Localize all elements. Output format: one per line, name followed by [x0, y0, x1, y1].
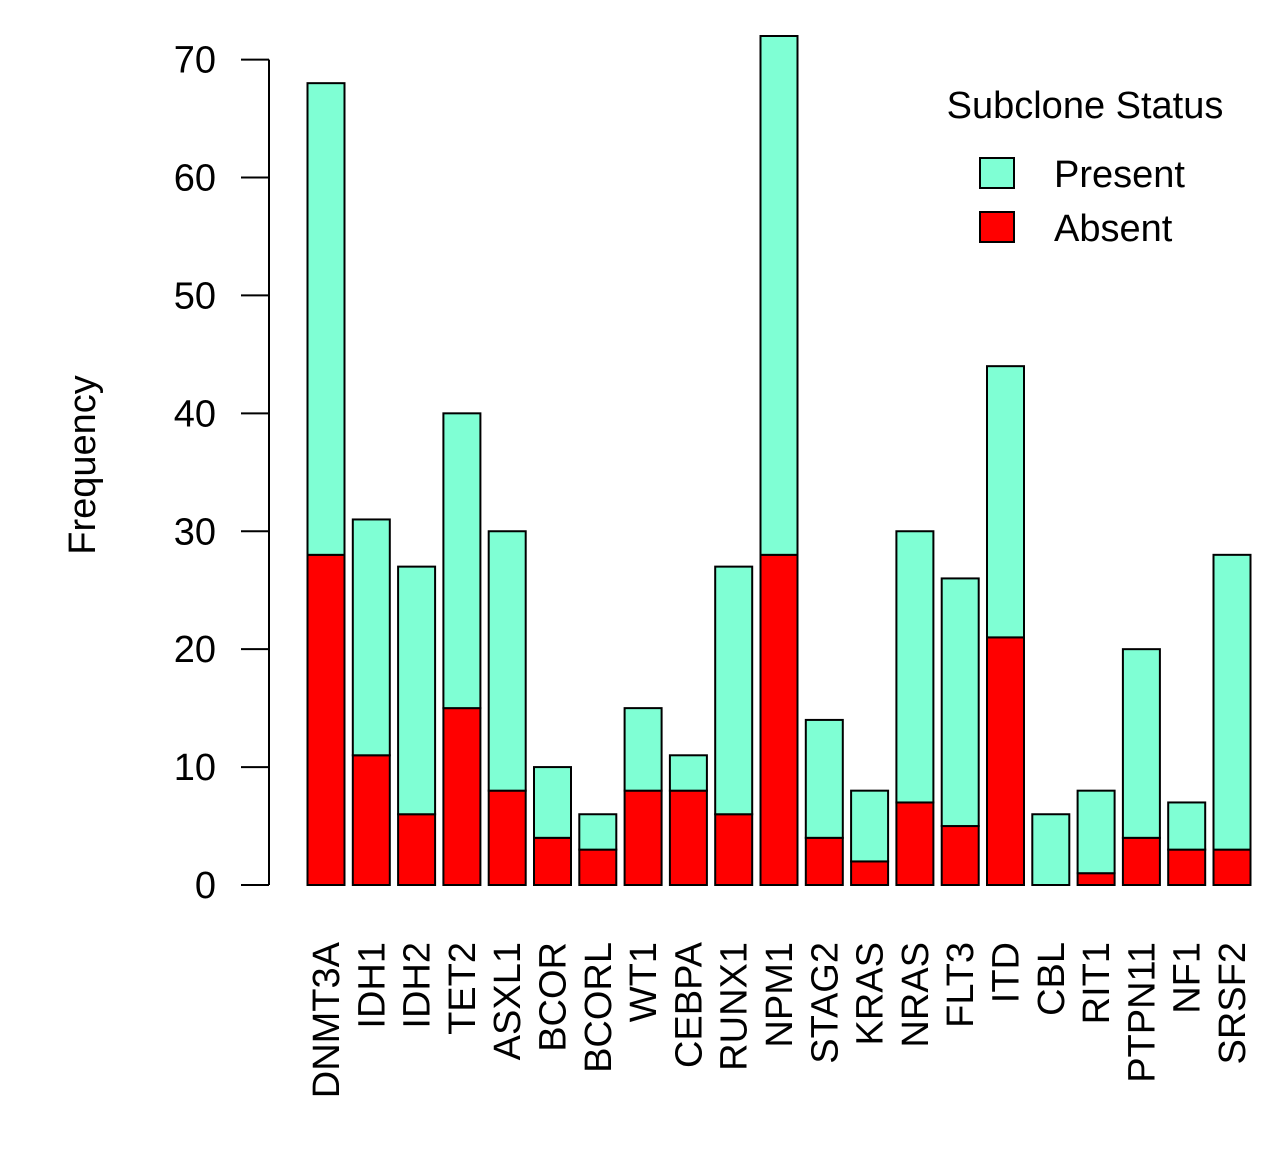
y-tick-label: 10 [174, 747, 216, 789]
y-tick-label: 20 [174, 629, 216, 671]
bar-srsf2-absent [1212, 848, 1252, 886]
bar-itd-absent [986, 636, 1025, 886]
bar-rit1-present [1076, 789, 1116, 875]
bar-dnmt3a-present [306, 82, 346, 556]
legend-title: Subclone Status [947, 85, 1224, 127]
bar-tet2-absent [442, 707, 482, 886]
bar-idh2-absent [397, 813, 437, 886]
x-tick-label: KRAS [850, 942, 892, 1045]
y-axis: 0 10 20 30 40 50 60 70 [174, 40, 270, 907]
bar-nf1-absent [1167, 848, 1207, 886]
x-tick-label: ASXL1 [487, 942, 529, 1060]
bar-idh2-present [397, 565, 437, 816]
bar-asxl1-present [487, 530, 527, 792]
bars [306, 35, 1252, 887]
bar-bcor-present [533, 766, 572, 839]
bar-srsf2-present [1212, 553, 1252, 851]
bar-npm1-present [759, 35, 799, 556]
x-tick-label: SRSF2 [1212, 942, 1254, 1064]
x-tick-label: RUNX1 [714, 942, 756, 1071]
y-axis-label: Frequency [62, 375, 104, 555]
bar-bcor-absent [533, 836, 572, 886]
y-tick-label: 30 [174, 511, 216, 553]
bar-ptpn11-present [1121, 648, 1161, 839]
bar-flt3-present [940, 577, 980, 828]
bar-kras-absent [850, 860, 890, 887]
bar-rit1-absent [1076, 872, 1116, 886]
x-tick-label: FLT3 [940, 942, 982, 1028]
y-tick-label: 0 [195, 865, 216, 907]
bar-runx1-absent [714, 813, 754, 886]
x-axis-tick-labels: DNMT3A IDH1 IDH2 TET2 ASXL1 BCOR BCORL WT1 CEBPA… [306, 941, 1254, 1098]
x-tick-label: ITD [986, 942, 1028, 1003]
bar-npm1-absent [759, 553, 799, 886]
legend-label-absent: Absent [1054, 208, 1173, 250]
x-tick-label: IDH1 [351, 942, 393, 1029]
x-tick-label: IDH2 [397, 942, 439, 1029]
x-tick-label: RIT1 [1076, 942, 1118, 1024]
y-tick-label: 70 [174, 40, 216, 82]
bar-nras-absent [895, 801, 935, 886]
bar-kras-present [850, 789, 890, 863]
x-tick-label: NRAS [895, 942, 937, 1048]
bar-wt1-present [623, 707, 663, 792]
x-tick-label: BCORL [578, 942, 620, 1073]
x-tick-label: CEBPA [668, 941, 710, 1068]
x-tick-label: STAG2 [804, 942, 846, 1064]
bar-bcorl-present [578, 813, 618, 851]
bar-tet2-present [442, 412, 482, 710]
bar-nf1-present [1167, 801, 1207, 851]
bar-wt1-absent [623, 789, 663, 887]
y-tick-label: 40 [174, 393, 216, 435]
bar-cebpa-present [668, 754, 708, 792]
legend-swatch-present [979, 157, 1015, 189]
bar-bcorl-absent [578, 848, 618, 886]
bar-stag2-present [804, 718, 844, 839]
bar-idh1-present [351, 518, 391, 757]
x-tick-label: WT1 [623, 942, 665, 1022]
x-tick-label: NPM1 [759, 942, 801, 1048]
bar-nras-present [895, 530, 935, 804]
bar-flt3-absent [940, 825, 980, 887]
legend-label-present: Present [1054, 154, 1185, 196]
bar-runx1-present [714, 565, 754, 816]
bar-idh1-absent [351, 754, 391, 887]
x-tick-label: TET2 [442, 942, 484, 1035]
bar-itd-present [986, 365, 1025, 639]
x-tick-label: DNMT3A [306, 941, 348, 1098]
bar-dnmt3a-absent [306, 553, 346, 886]
bar-cbl-present [1031, 813, 1071, 886]
y-tick-label: 60 [174, 158, 216, 200]
x-tick-label: BCOR [533, 942, 575, 1052]
legend: Subclone Status Present Absent [947, 85, 1224, 250]
x-tick-label: NF1 [1167, 942, 1209, 1014]
x-tick-label: CBL [1031, 942, 1073, 1016]
bar-stag2-absent [804, 836, 844, 886]
bar-asxl1-absent [487, 789, 527, 887]
y-tick-label: 50 [174, 275, 216, 317]
bar-ptpn11-absent [1121, 836, 1161, 886]
bar-cebpa-absent [668, 789, 708, 887]
legend-swatch-absent [979, 211, 1015, 243]
x-tick-label: PTPN11 [1121, 942, 1163, 1083]
